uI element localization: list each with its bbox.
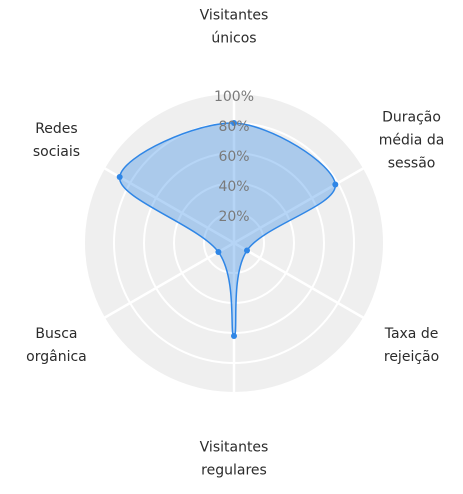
axis-spoke: [233, 157, 382, 245]
category-label: sociais: [33, 144, 80, 160]
r-tick-label: 40%: [218, 179, 249, 195]
category-label: orgânica: [26, 349, 87, 365]
r-tick-label: 20%: [218, 209, 249, 225]
category-label: sessão: [388, 156, 436, 172]
axis-spoke: [86, 157, 235, 245]
category-label: regulares: [201, 463, 267, 479]
category-label: Redes: [35, 121, 78, 137]
category-label: Visitantes: [200, 8, 269, 24]
radar-point: [231, 120, 237, 126]
radar-point: [116, 174, 123, 180]
category-label: únicos: [211, 31, 256, 47]
category-label: rejeição: [384, 349, 439, 365]
axis-spoke: [233, 241, 382, 329]
category-label: Visitantes: [200, 440, 269, 456]
category-label: Busca: [35, 326, 77, 342]
radar-point: [215, 249, 222, 255]
r-tick-label: 100%: [214, 89, 254, 105]
axis-spoke: [86, 241, 235, 329]
radar-point: [231, 333, 237, 339]
r-tick-label: 60%: [218, 149, 249, 165]
radar-point: [332, 181, 339, 188]
radar-point: [243, 247, 250, 254]
category-label: Duração: [382, 110, 441, 126]
category-label: Taxa de: [384, 326, 439, 342]
category-label: média da: [379, 133, 445, 149]
r-tick-label: 80%: [218, 119, 249, 135]
